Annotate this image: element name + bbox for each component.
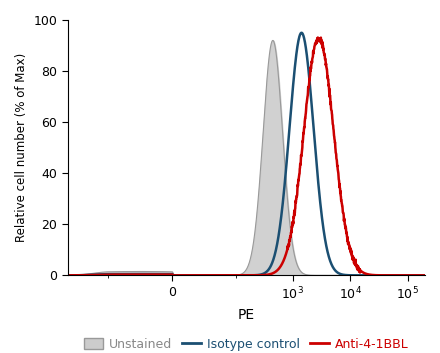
Legend: Unstained, Isotype control, Anti-4-1BBL: Unstained, Isotype control, Anti-4-1BBL — [79, 333, 414, 353]
Y-axis label: Relative cell number (% of Max): Relative cell number (% of Max) — [15, 53, 28, 242]
X-axis label: PE: PE — [238, 308, 255, 322]
